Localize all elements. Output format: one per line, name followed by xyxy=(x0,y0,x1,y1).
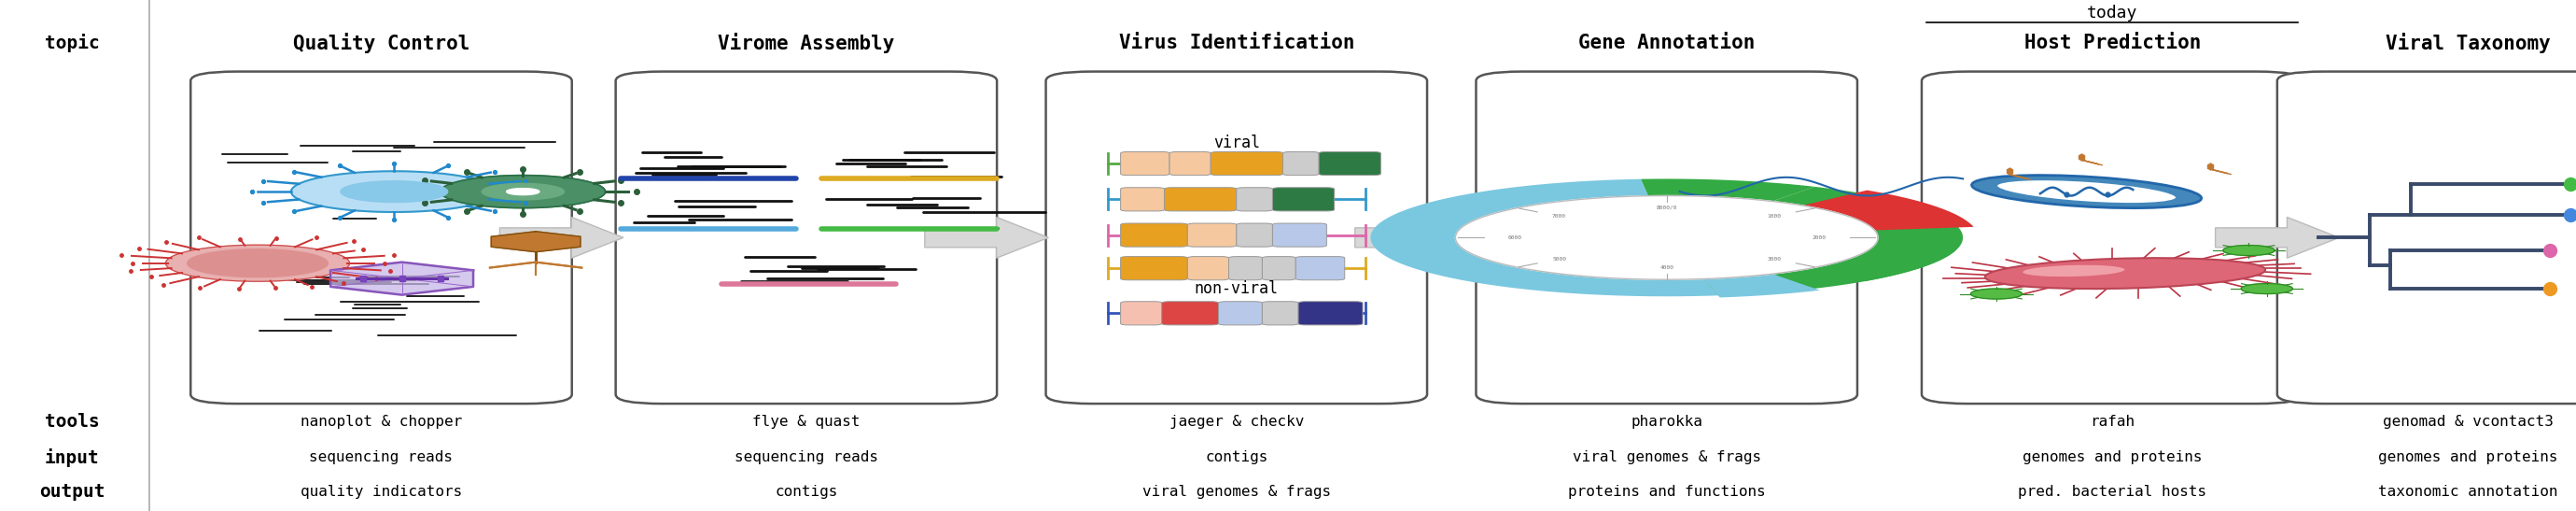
Text: 3000: 3000 xyxy=(1767,257,1780,261)
Text: Quality Control: Quality Control xyxy=(294,33,469,54)
Polygon shape xyxy=(1772,187,1963,281)
FancyBboxPatch shape xyxy=(1319,152,1381,175)
FancyBboxPatch shape xyxy=(1211,152,1283,175)
FancyBboxPatch shape xyxy=(1121,188,1164,211)
Text: Virus Identification: Virus Identification xyxy=(1118,34,1355,53)
FancyBboxPatch shape xyxy=(1121,257,1188,280)
FancyBboxPatch shape xyxy=(1046,72,1427,404)
Text: jaeger & checkv: jaeger & checkv xyxy=(1170,414,1303,429)
Polygon shape xyxy=(1971,289,2022,299)
Ellipse shape xyxy=(2022,265,2125,276)
Text: contigs: contigs xyxy=(1206,450,1267,464)
Polygon shape xyxy=(482,183,564,200)
FancyBboxPatch shape xyxy=(1273,223,1327,247)
Text: 2000: 2000 xyxy=(1811,235,1826,240)
FancyBboxPatch shape xyxy=(1273,188,1334,211)
Text: genomad & vcontact3: genomad & vcontact3 xyxy=(2383,414,2553,429)
Text: Virome Assembly: Virome Assembly xyxy=(719,33,894,54)
Text: viral genomes & frags: viral genomes & frags xyxy=(1141,484,1332,499)
FancyBboxPatch shape xyxy=(1922,72,2303,404)
Text: rafah: rafah xyxy=(2089,414,2136,429)
Text: input: input xyxy=(44,448,100,467)
Text: Host Prediction: Host Prediction xyxy=(2025,34,2200,53)
Text: 6000: 6000 xyxy=(1507,235,1522,240)
Text: pred. bacterial hosts: pred. bacterial hosts xyxy=(2017,484,2208,499)
Ellipse shape xyxy=(1996,180,2177,203)
Polygon shape xyxy=(165,245,350,282)
FancyBboxPatch shape xyxy=(2277,72,2576,404)
Text: topic: topic xyxy=(44,34,100,53)
Text: 1000: 1000 xyxy=(1767,214,1780,219)
Text: proteins and functions: proteins and functions xyxy=(1569,484,1765,499)
Polygon shape xyxy=(2215,217,2339,258)
Polygon shape xyxy=(291,171,497,212)
FancyBboxPatch shape xyxy=(1162,301,1218,325)
Text: today: today xyxy=(2087,5,2138,21)
FancyBboxPatch shape xyxy=(1170,152,1211,175)
FancyBboxPatch shape xyxy=(1121,152,1170,175)
Text: quality indicators: quality indicators xyxy=(301,484,461,499)
Text: sequencing reads: sequencing reads xyxy=(309,450,453,464)
FancyBboxPatch shape xyxy=(1262,301,1298,325)
Text: tools: tools xyxy=(44,413,100,430)
Polygon shape xyxy=(1785,217,1909,258)
FancyBboxPatch shape xyxy=(1236,188,1273,211)
FancyBboxPatch shape xyxy=(1229,257,1262,280)
Polygon shape xyxy=(330,262,474,295)
FancyBboxPatch shape xyxy=(616,72,997,404)
Polygon shape xyxy=(340,181,448,202)
FancyBboxPatch shape xyxy=(1296,257,1345,280)
FancyBboxPatch shape xyxy=(1298,301,1363,325)
Text: flye & quast: flye & quast xyxy=(752,414,860,429)
FancyBboxPatch shape xyxy=(1121,301,1162,325)
Polygon shape xyxy=(188,249,327,277)
FancyBboxPatch shape xyxy=(191,72,572,404)
Text: nanoplot & chopper: nanoplot & chopper xyxy=(301,414,461,429)
Polygon shape xyxy=(1455,196,1878,280)
FancyBboxPatch shape xyxy=(1476,72,1857,404)
Text: 4000: 4000 xyxy=(1659,265,1674,270)
FancyBboxPatch shape xyxy=(1121,223,1188,247)
Text: sequencing reads: sequencing reads xyxy=(734,450,878,464)
Text: contigs: contigs xyxy=(775,484,837,499)
Polygon shape xyxy=(500,217,623,258)
FancyBboxPatch shape xyxy=(1262,257,1296,280)
Text: genomes and proteins: genomes and proteins xyxy=(2378,450,2558,464)
Text: viral genomes & frags: viral genomes & frags xyxy=(1571,450,1762,464)
Ellipse shape xyxy=(1986,258,2264,289)
Polygon shape xyxy=(1795,190,1973,230)
Polygon shape xyxy=(440,175,605,208)
Polygon shape xyxy=(1703,246,1955,295)
FancyBboxPatch shape xyxy=(1218,301,1262,325)
Polygon shape xyxy=(1370,179,1718,296)
Polygon shape xyxy=(2223,245,2275,256)
Polygon shape xyxy=(925,217,1048,258)
Text: pharokka: pharokka xyxy=(1631,414,1703,429)
Polygon shape xyxy=(2241,284,2293,294)
FancyBboxPatch shape xyxy=(1283,152,1319,175)
Text: 7000: 7000 xyxy=(1553,214,1566,219)
FancyBboxPatch shape xyxy=(1188,223,1236,247)
Text: non-viral: non-viral xyxy=(1195,281,1278,297)
Polygon shape xyxy=(1641,179,1814,201)
Polygon shape xyxy=(507,189,538,195)
Polygon shape xyxy=(1703,272,1819,297)
FancyBboxPatch shape xyxy=(1236,223,1273,247)
Ellipse shape xyxy=(1971,175,2202,208)
Text: taxonomic annotation: taxonomic annotation xyxy=(2378,484,2558,499)
Text: Viral Taxonomy: Viral Taxonomy xyxy=(2385,33,2550,54)
FancyBboxPatch shape xyxy=(1164,188,1236,211)
FancyBboxPatch shape xyxy=(1188,257,1229,280)
Polygon shape xyxy=(492,231,580,252)
Text: 5000: 5000 xyxy=(1553,257,1566,261)
Text: 8000/0: 8000/0 xyxy=(1656,205,1677,210)
Polygon shape xyxy=(1355,217,1479,258)
Text: output: output xyxy=(39,483,106,500)
Text: viral: viral xyxy=(1213,135,1260,151)
Text: Gene Annotation: Gene Annotation xyxy=(1579,34,1754,53)
Text: genomes and proteins: genomes and proteins xyxy=(2022,450,2202,464)
